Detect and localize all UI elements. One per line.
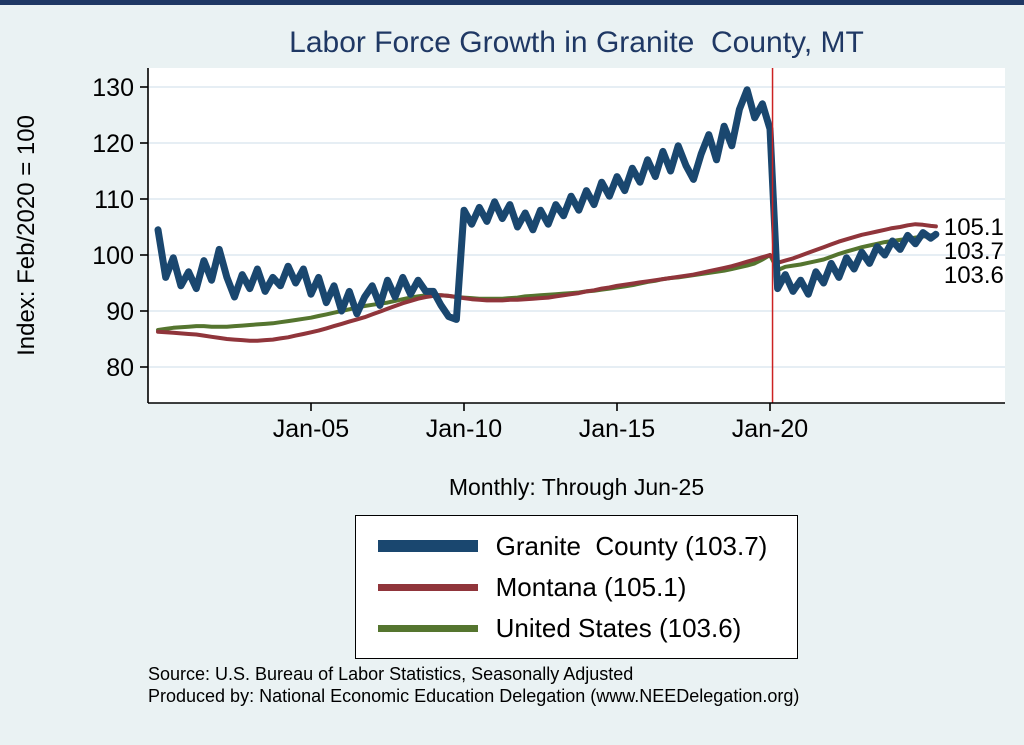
window-top-edge: [0, 0, 1024, 5]
legend-item-granite-county: Granite County (103.7): [377, 529, 768, 563]
legend-item-montana: Montana (105.1): [377, 570, 768, 604]
x-tick-label: Jan-05: [273, 415, 349, 443]
y-tick-label: 120: [92, 130, 134, 158]
y-tick-label: 90: [106, 298, 134, 326]
y-tick-label: 110: [94, 186, 134, 214]
granite-county-line-swatch: [377, 540, 478, 552]
y-tick-label: 130: [92, 74, 134, 102]
producer-note: Produced by: National Economic Education…: [148, 686, 800, 706]
legend-label-granite-county: Granite County (103.7): [495, 530, 768, 561]
legend: Granite County (103.7) Montana (105.1) U…: [354, 515, 799, 659]
chart-subtitle: Monthly: Through Jun-25: [448, 474, 705, 500]
y-tick-label: 100: [92, 242, 134, 270]
plot-area: [148, 68, 1005, 403]
end-value-label: 105.1: [944, 214, 1004, 241]
chart-title: Labor Force Growth in Granite County, MT: [289, 26, 864, 59]
legend-label-united-states: United States (103.6): [495, 612, 742, 643]
end-value-label: 103.6: [944, 262, 1004, 289]
end-value-label: 103.7: [944, 238, 1004, 265]
legend-label-montana: Montana (105.1): [495, 571, 687, 602]
y-axis-title: Index: Feb/2020 = 100: [13, 115, 40, 356]
chart-canvas: 80 90 100 110 120 130 Jan-05 Jan-10 Jan-15 Jan-20…: [13, 68, 1005, 443]
y-tick-label: 80: [106, 354, 134, 382]
united-states-line: [156, 232, 938, 332]
x-tick-label: Jan-20: [732, 415, 808, 443]
x-tick-label: Jan-15: [579, 415, 655, 443]
x-tick-label: Jan-10: [426, 415, 502, 443]
montana-line: [156, 222, 938, 343]
montana-line-swatch: [377, 583, 478, 591]
legend-wrap: Granite County (103.7) Montana (105.1) U…: [148, 515, 1005, 659]
united-states-line-swatch: [377, 624, 478, 632]
legend-item-united-states: United States (103.6): [377, 611, 768, 645]
granite-county-line: [154, 86, 940, 323]
source-note: Source: U.S. Bureau of Labor Statistics,…: [148, 664, 634, 684]
